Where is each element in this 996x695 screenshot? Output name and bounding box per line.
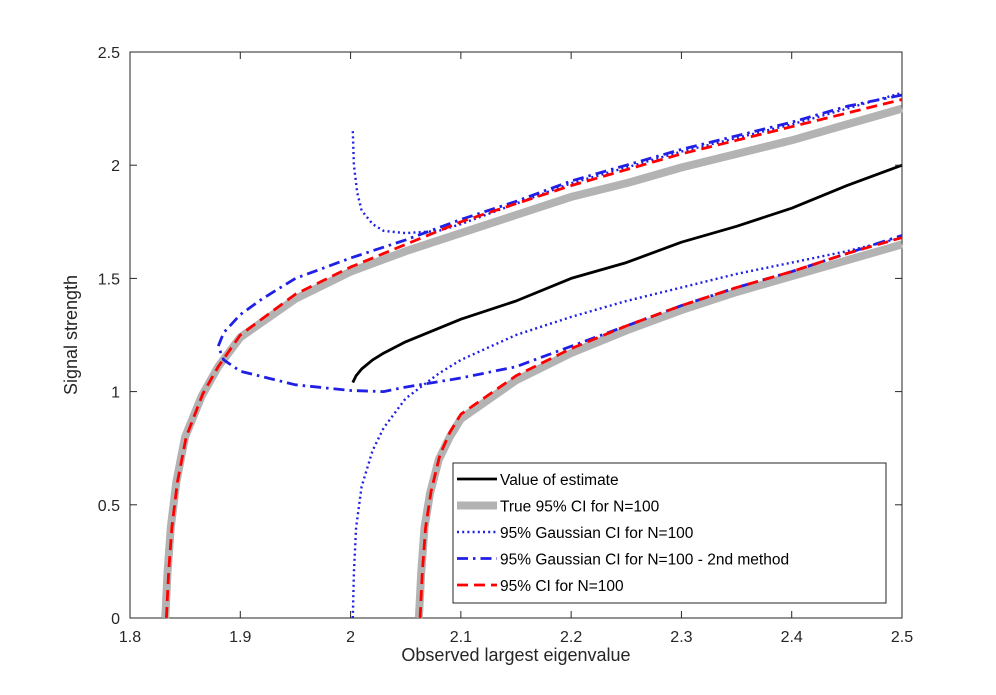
y-tick-label: 1 <box>111 385 120 402</box>
series-line-4-segment-0 <box>165 98 903 619</box>
x-tick-label: 2 <box>346 629 355 646</box>
x-tick-label: 2.4 <box>781 629 803 646</box>
x-axis-label: Observed largest eigenvalue <box>401 645 630 665</box>
legend-entry: 95% Gaussian CI for N=100 - 2nd method <box>500 552 789 569</box>
y-tick-label: 2 <box>111 158 120 175</box>
legend-entry: Value of estimate <box>500 472 619 489</box>
y-tick-label: 1.5 <box>98 271 120 288</box>
axis-layer: 1.8 1.9 2 2.1 2.2 2.3 2.4 2.5 0 0.5 1 1.5 2 2.5 <box>98 45 913 646</box>
series-layer <box>161 91 904 619</box>
x-tick-label: 1.8 <box>119 629 141 646</box>
legend-box <box>452 462 887 604</box>
legend-entry: 95% CI for N=100 <box>500 578 624 595</box>
x-tick-label: 2.2 <box>560 629 582 646</box>
y-tick-label: 0.5 <box>98 498 120 515</box>
legend-entry: True 95% CI for N=100 <box>500 499 660 516</box>
series-line-3-segment-0 <box>216 93 903 393</box>
y-tick-label: 0 <box>111 611 120 628</box>
series-line-2-segment-0 <box>351 91 903 235</box>
series-line-4-segment-1 <box>418 236 903 619</box>
x-tick-label: 1.9 <box>229 629 251 646</box>
x-tick-label: 2.1 <box>450 629 472 646</box>
x-tick-label: 2.3 <box>670 629 692 646</box>
y-tick-label: 2.5 <box>98 45 120 62</box>
y-axis-label: Signal strength <box>61 275 81 395</box>
legend-entry: 95% Gaussian CI for N=100 <box>500 525 694 542</box>
x-tick-label: 2.5 <box>891 629 913 646</box>
series-line-0-segment-0 <box>351 163 903 384</box>
legend: Value of estimate True 95% CI for N=100 95… <box>452 462 887 604</box>
